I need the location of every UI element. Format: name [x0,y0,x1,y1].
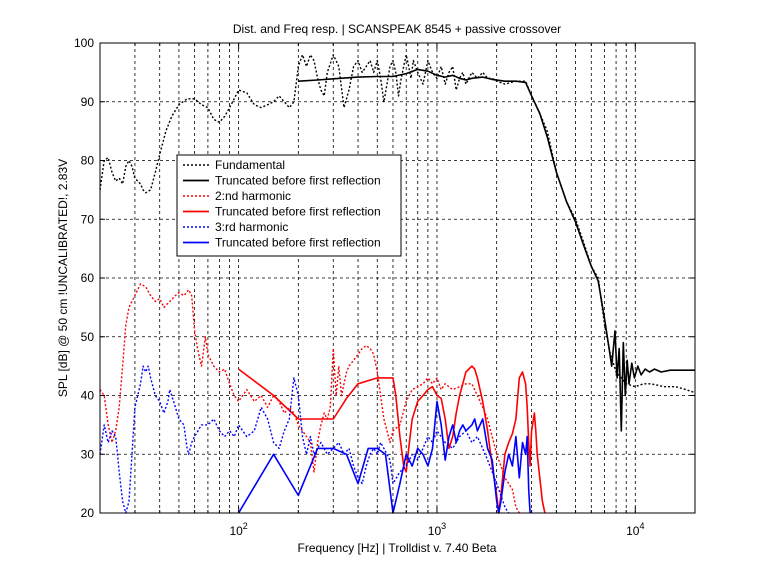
y-tick-label: 70 [81,212,95,226]
y-tick-label: 30 [81,447,95,461]
y-tick-label: 50 [81,330,95,344]
legend-label-5: 3:rd harmonic [215,220,288,234]
legend-box [176,154,402,257]
legend-label-4: Truncated before first reflection [215,205,381,219]
legend-label-3: 2:nd harmonic [215,189,291,203]
series-line-6-truncated-before-first-reflection [237,400,531,514]
y-tick-label: 20 [81,506,95,520]
legend-label-1: Fundamental [215,158,285,172]
x-tick-label: 104 [626,521,644,538]
y-tick-label: 40 [81,389,95,403]
y-tick-label: 60 [81,271,95,285]
chart-title: Dist. and Freq resp. | SCANSPEAK 8545 + … [233,22,561,36]
axis-ticks: 20 30 40 50 60 70 80 90 100 102 103 104 [74,36,696,538]
series-line-5-3-rd-harmonic [99,365,510,514]
y-tick-label: 80 [81,154,95,168]
series-line-3-2-nd-harmonic [99,283,520,514]
grid [99,42,696,514]
series-line-4-truncated-before-first-reflection [238,365,546,514]
legend-label-6: Truncated before first reflection [215,236,381,250]
legend-label-2: Truncated before first reflection [215,174,381,188]
series-layer [99,54,696,514]
y-tick-label: 100 [74,36,94,50]
x-tick-label: 103 [428,521,446,538]
x-axis-label: Frequency [Hz] | Trolldist v. 7.40 Beta [298,541,497,555]
series-line-2-truncated-before-first-reflection [298,68,695,432]
x-tick-label: 102 [229,521,247,538]
y-tick-label: 90 [81,95,95,109]
y-axis-label: SPL [dB] @ 50 cm !UNCALIBRATED!, 2.83V [56,159,70,397]
legend: Fundamental Truncated before first reflec… [176,154,402,257]
